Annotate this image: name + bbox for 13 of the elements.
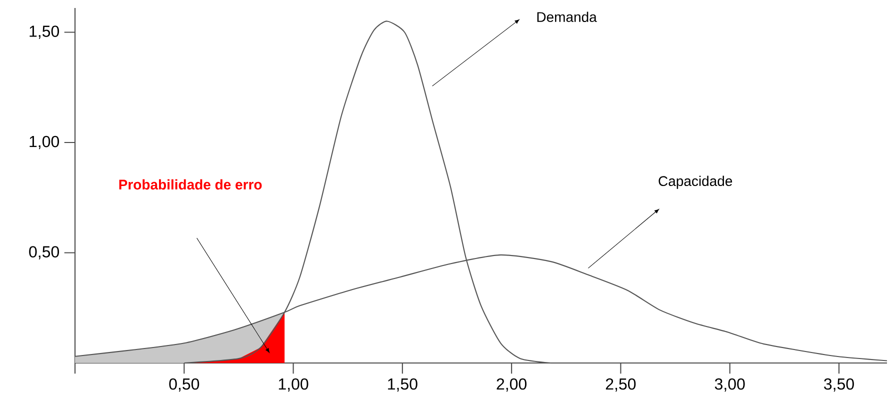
x-tick-label: 1,50 <box>388 378 418 392</box>
annotation: Capacidade <box>658 176 732 189</box>
x-tick-label: 3,00 <box>714 378 745 392</box>
x-tick-label: 3,50 <box>824 378 854 392</box>
annotation: Probabilidade de erro <box>119 179 262 190</box>
x-tick-label: 2,50 <box>606 378 636 392</box>
y-tick-label: 0,50 <box>29 246 60 260</box>
y-tick-label: 1,00 <box>30 136 60 150</box>
x-tick-label: 2,00 <box>496 378 527 392</box>
annotation: Demanda <box>537 12 597 22</box>
x-tick-label: 0,50 <box>169 378 200 392</box>
x-tick-label: 1,00 <box>278 378 308 392</box>
y-tick-label: 1,50 <box>30 26 60 39</box>
